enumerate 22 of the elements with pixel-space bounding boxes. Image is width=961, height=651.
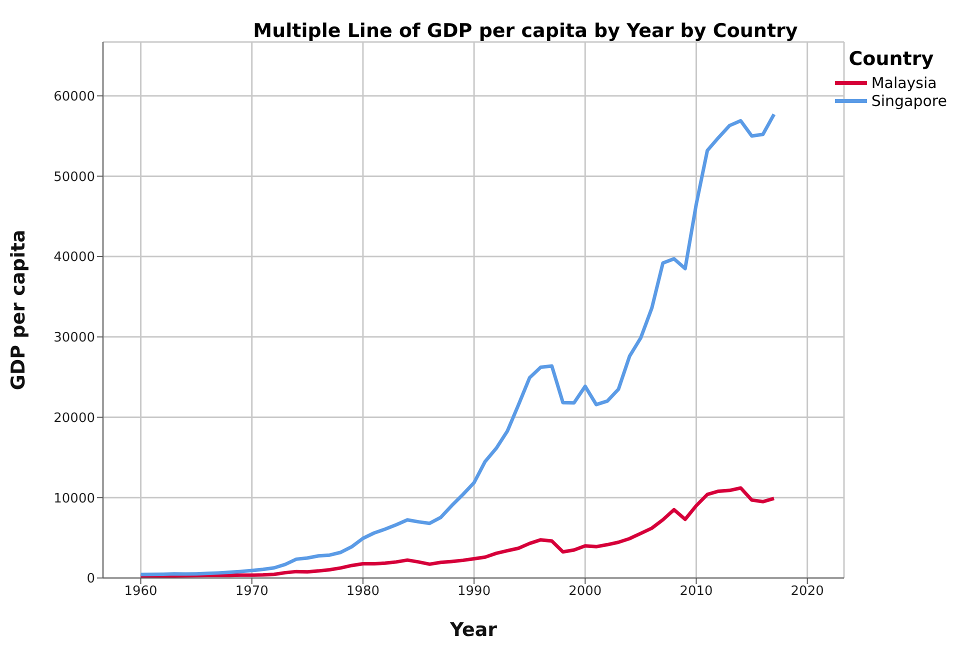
y-tick-label: 40000 [54,250,95,266]
x-tick-label: 2020 [790,584,824,600]
y-tick-label: 0 [86,572,95,587]
y-axis-title: GDP per capita [8,230,30,390]
x-tick-label: 2000 [568,584,602,600]
legend-label: Malaysia [871,74,937,92]
legend-label: Singapore [871,92,947,110]
legend-title: Country [848,48,935,70]
y-tick-label: 50000 [54,170,95,185]
y-tick-label: 30000 [54,330,95,346]
x-tick-label: 1960 [124,584,158,600]
line-series [139,486,776,578]
y-tick-label: 60000 [54,89,95,104]
x-axis-title: Year [448,619,498,641]
x-tick-label: 1980 [346,584,380,600]
x-tick-label: 2010 [680,584,713,600]
x-tick-label: 1990 [458,584,491,600]
x-tick-label: 1970 [235,584,268,600]
y-tick-label: 10000 [54,491,95,506]
y-tick-label: 20000 [54,410,95,426]
chart-title: Multiple Line of GDP per capita by Year by Country [252,20,799,42]
line-series [139,112,776,576]
